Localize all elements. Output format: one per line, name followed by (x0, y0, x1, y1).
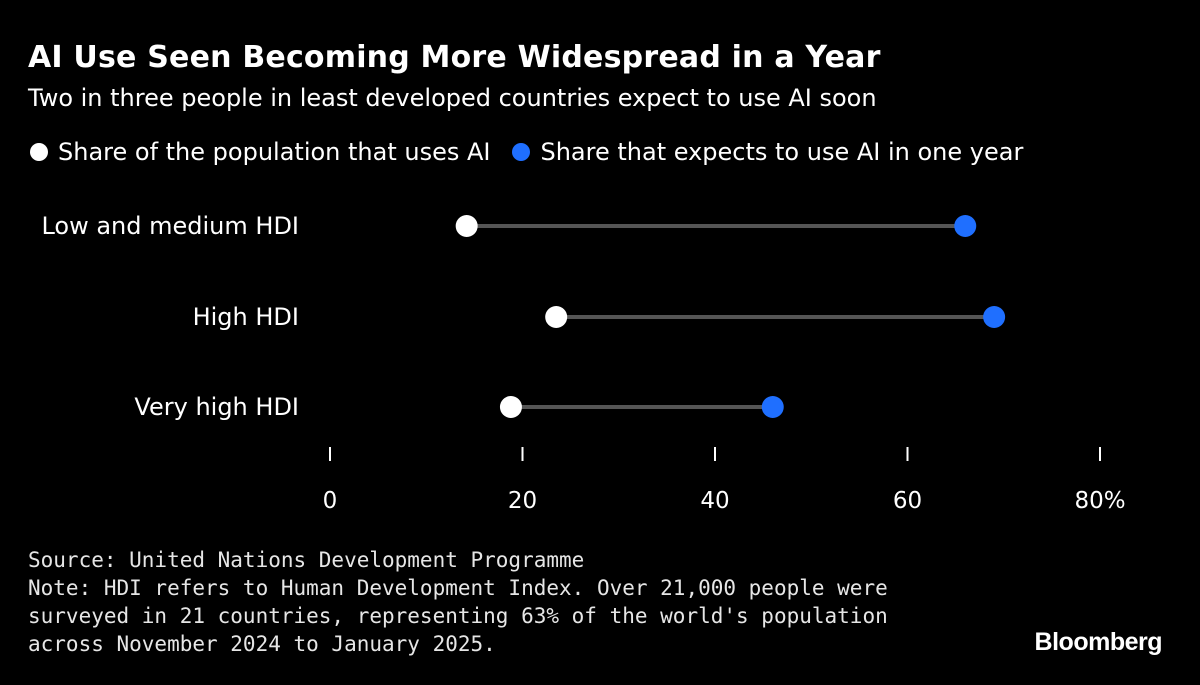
chart-subtitle: Two in three people in least developed c… (28, 84, 877, 112)
note-line-3: across November 2024 to January 2025. (28, 632, 496, 656)
legend-item-uses-ai: Share of the population that uses AI (30, 138, 490, 166)
uses-ai-point (545, 306, 568, 328)
chart-footer: Source: United Nations Development Progr… (28, 546, 888, 658)
source-text: Source: United Nations Development Progr… (28, 548, 585, 572)
x-tick-label: 0 (323, 488, 338, 514)
bloomberg-logo: Bloomberg (1034, 628, 1163, 656)
note-line-1: Note: HDI refers to Human Development In… (28, 576, 888, 600)
expects-ai-point (983, 306, 1006, 328)
legend-dot-expects-ai (512, 143, 531, 161)
x-tick-label: 80% (1074, 488, 1125, 514)
dumbbell-chart: Low and medium HDI High HDI Very high HDI 0… (41, 212, 1125, 514)
uses-ai-point (455, 215, 478, 237)
category-label: High HDI (193, 303, 299, 331)
note-line-2: surveyed in 21 countries, representing 6… (28, 604, 888, 628)
x-tick-label: 20 (508, 488, 537, 514)
expects-ai-point (761, 396, 784, 418)
legend-dot-uses-ai (30, 143, 48, 161)
x-tick-label: 40 (700, 488, 729, 514)
uses-ai-point (499, 396, 522, 418)
legend-label-expects-ai: Share that expects to use AI in one year (540, 138, 1024, 166)
category-label: Low and medium HDI (41, 212, 299, 240)
chart-title: AI Use Seen Becoming More Widespread in … (28, 40, 881, 75)
legend-item-expects-ai: Share that expects to use AI in one year (512, 138, 1023, 166)
expects-ai-point (954, 215, 977, 237)
category-label: Very high HDI (134, 393, 299, 421)
legend: Share of the population that uses AI Sha… (30, 138, 1045, 166)
legend-label-uses-ai: Share of the population that uses AI (58, 138, 491, 166)
x-tick-label: 60 (893, 488, 922, 514)
